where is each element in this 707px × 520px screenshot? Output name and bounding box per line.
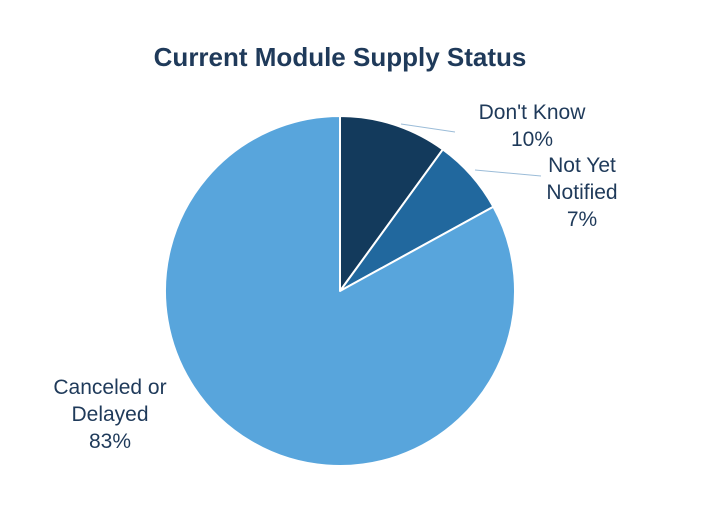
data-label: Canceled or Delayed 83% — [53, 376, 166, 453]
data-label: Not Yet Notified 7% — [546, 154, 617, 231]
leader-line — [400, 123, 456, 133]
pie-slice-canceled-or-delayed — [163, 115, 516, 467]
pie-slice-don-t-know — [339, 115, 444, 292]
slice-labels: Don't Know 10%Not Yet Notified 7% Canceled o… — [53, 101, 617, 453]
pie-slices — [163, 115, 516, 467]
leader-line — [474, 169, 542, 177]
data-label: Don't Know 10% — [479, 101, 587, 151]
chart-title: Current Module Supply Status — [154, 42, 527, 72]
leader-lines — [400, 123, 542, 177]
